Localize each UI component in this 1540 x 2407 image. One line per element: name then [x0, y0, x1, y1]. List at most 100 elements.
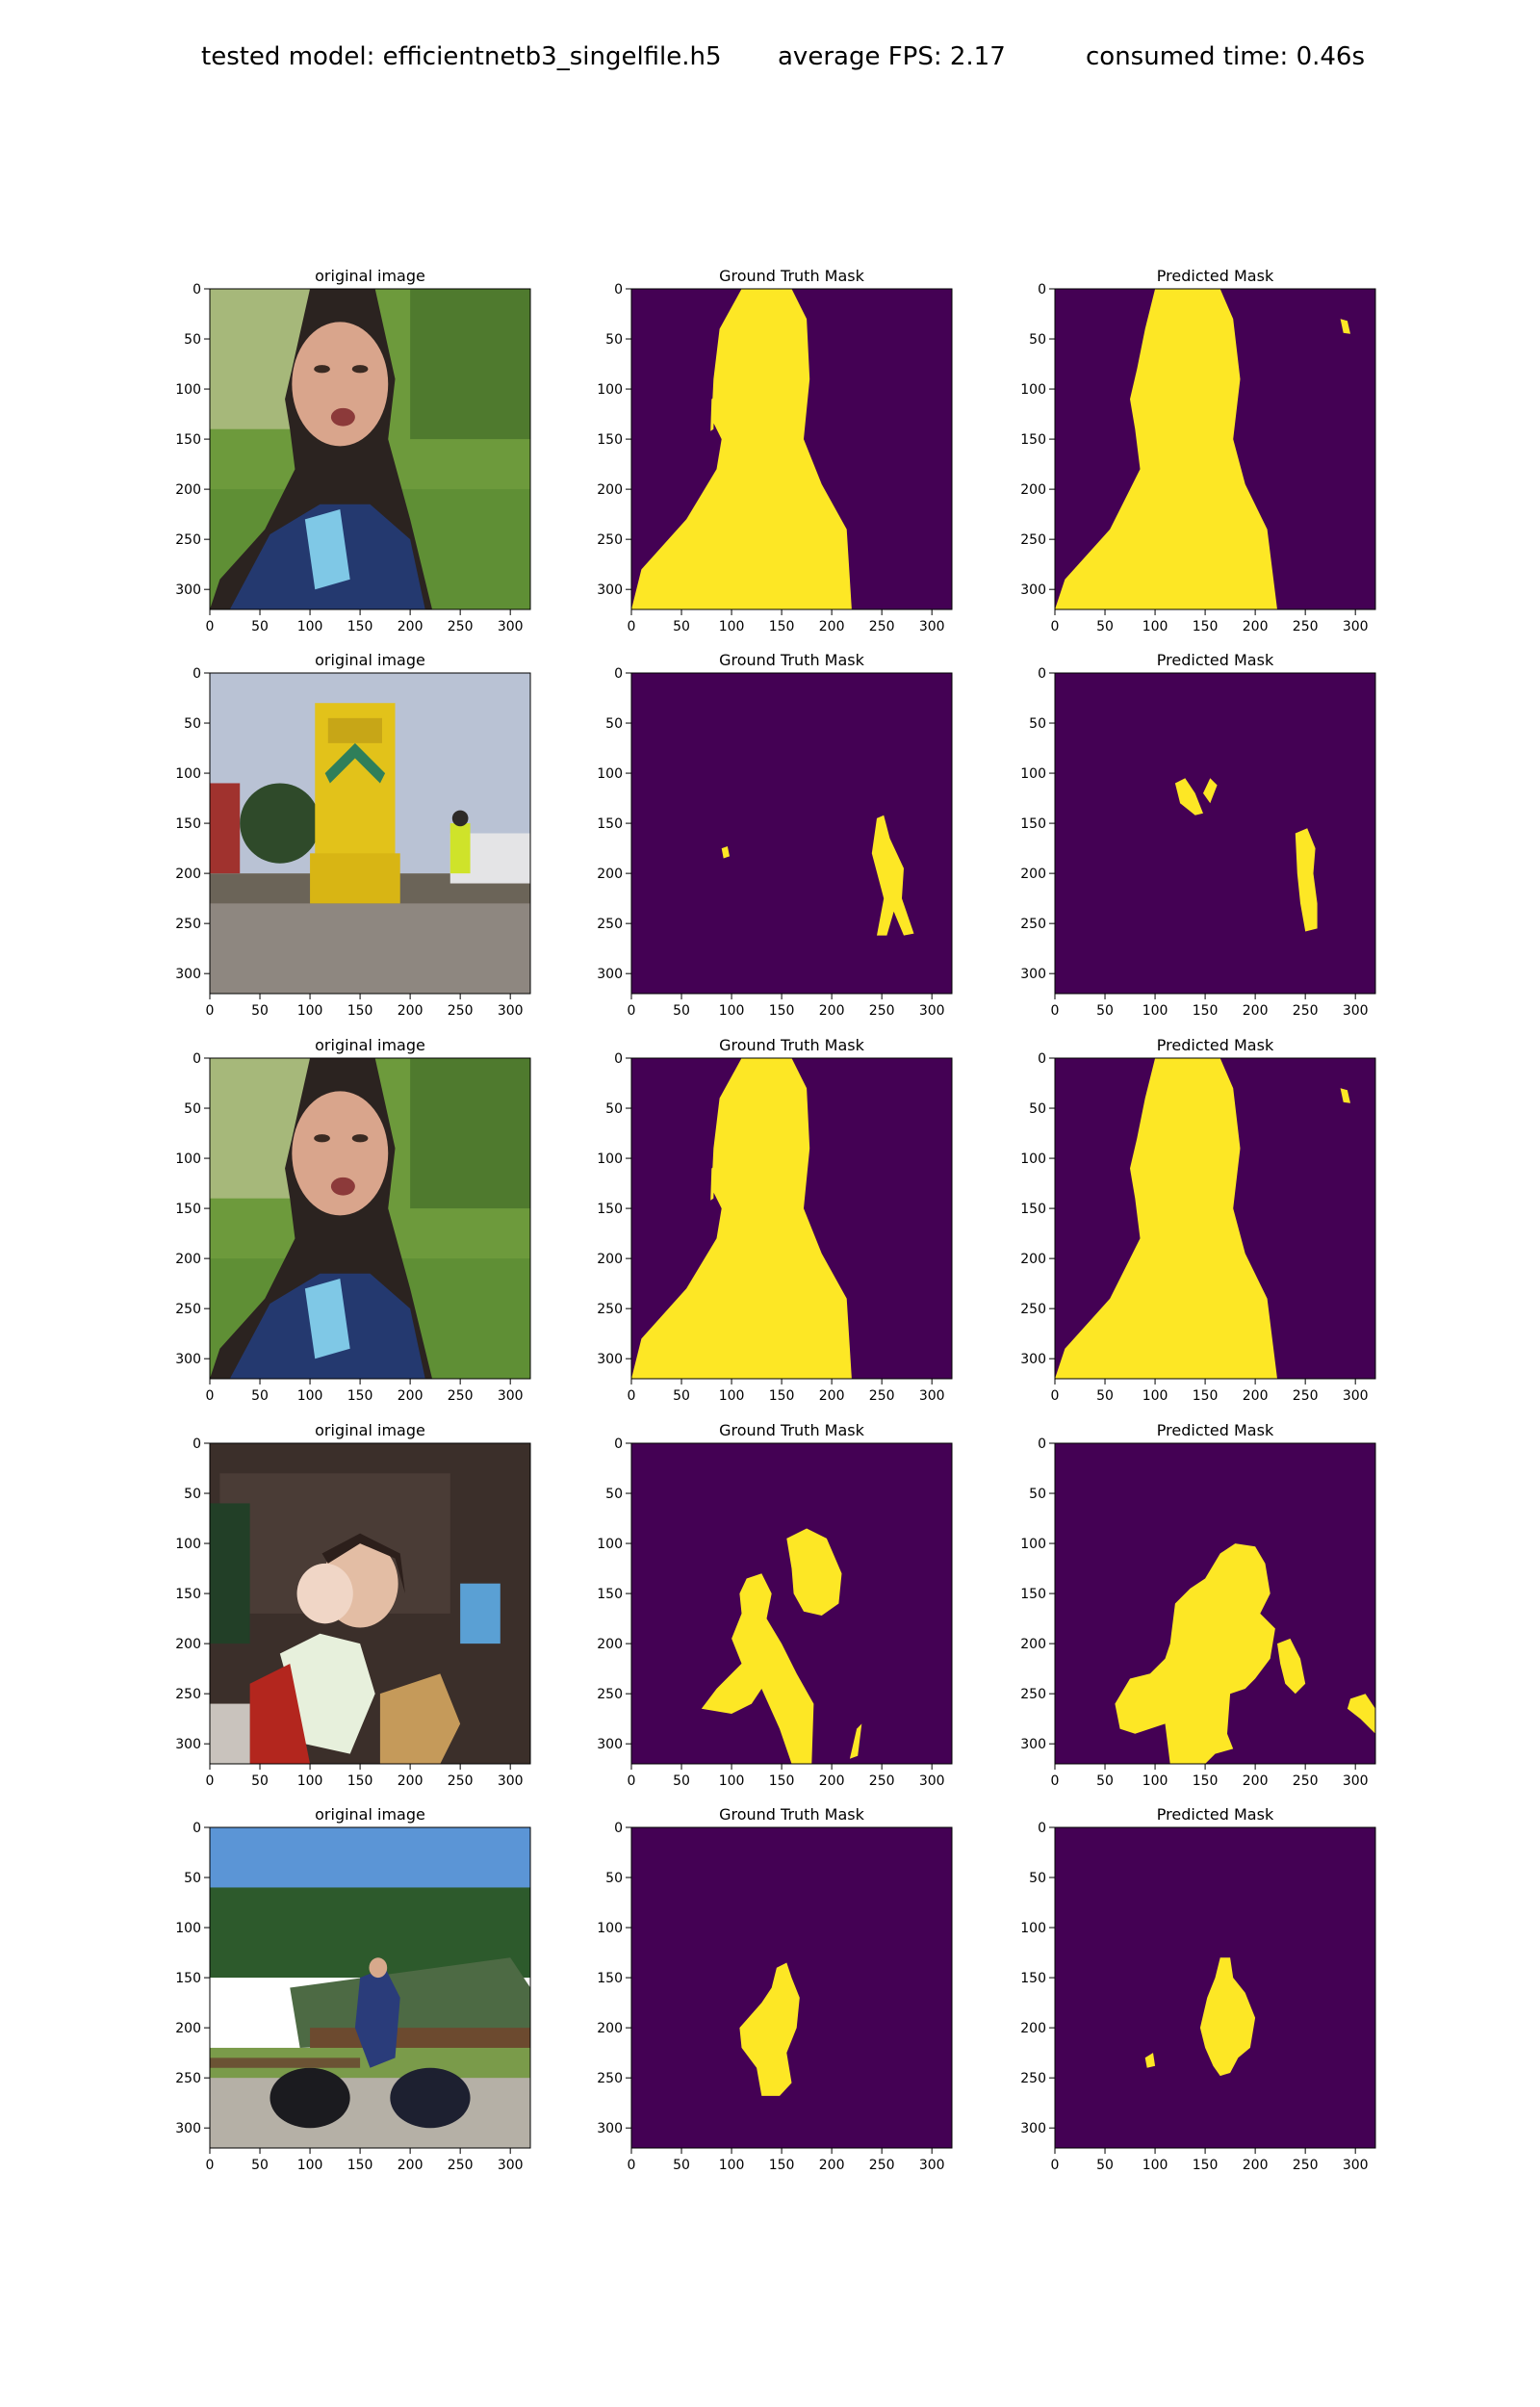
y-tick-label: 0	[192, 1436, 201, 1452]
y-tick-label: 100	[175, 382, 201, 398]
y-tick-label: 0	[614, 666, 623, 682]
photo-head	[451, 810, 469, 827]
photo-roof	[290, 1957, 530, 2048]
panel-frame	[1054, 1057, 1376, 1380]
y-tick-label: 100	[597, 382, 623, 398]
panel-image	[210, 1058, 530, 1379]
panel-r2-c1: original image 0 50 100 150 200 250 300 0 50 100 15…	[175, 651, 531, 1019]
x-tick-label: 100	[719, 619, 745, 634]
x-tick-label: 150	[347, 1773, 373, 1789]
x-tick-label: 150	[769, 1003, 795, 1019]
x-tick-label: 200	[819, 1388, 845, 1404]
panel-image	[210, 289, 530, 609]
pred-mask-region	[1055, 1058, 1277, 1379]
y-tick-label: 300	[597, 582, 623, 598]
x-tick-label: 300	[919, 619, 945, 634]
panel-title: Predicted Mask	[1157, 1421, 1274, 1439]
y-tick-label: 50	[1029, 1487, 1046, 1502]
x-tick-label: 200	[1243, 1388, 1269, 1404]
x-tick-label: 200	[398, 1003, 424, 1019]
y-tick-label: 300	[175, 2121, 201, 2136]
consumed-time-label: consumed time: 0.46s	[1086, 42, 1365, 71]
photo-gravel	[210, 903, 530, 994]
x-tick-label: 0	[1051, 2158, 1060, 2173]
panel-r2-c3: Predicted Mask 0 50 100 150 200 250 300 0 50 100 15…	[1020, 651, 1376, 1019]
y-tick-label: 0	[1038, 666, 1046, 682]
x-tick-label: 50	[1096, 1388, 1114, 1404]
y-tick-label: 300	[1020, 1737, 1046, 1752]
y-tick-label: 0	[614, 282, 623, 298]
y-tick-label: 250	[175, 532, 201, 548]
photo-eye-left	[314, 365, 330, 374]
y-tick-label: 50	[184, 1871, 201, 1886]
x-tick-label: 200	[819, 2158, 845, 2173]
y-tick-label: 200	[597, 482, 623, 498]
y-tick-label: 100	[175, 766, 201, 782]
x-tick-label: 250	[869, 1773, 895, 1789]
x-tick-label: 200	[819, 1773, 845, 1789]
x-tick-label: 200	[398, 619, 424, 634]
panel-title: Predicted Mask	[1157, 651, 1274, 669]
y-tick-label: 300	[1020, 2121, 1046, 2136]
x-tick-label: 150	[1193, 1388, 1219, 1404]
panel-frame	[630, 672, 953, 995]
x-tick-label: 50	[251, 1003, 269, 1019]
photo-foliage-right	[410, 289, 530, 440]
pred-mask-region	[1277, 1638, 1306, 1695]
pred-mask-region	[1340, 1088, 1350, 1103]
x-tick-label: 200	[398, 1388, 424, 1404]
x-tick-label: 150	[769, 1773, 795, 1789]
y-tick-label: 300	[175, 967, 201, 982]
y-tick-label: 50	[605, 716, 623, 732]
mask-background	[1055, 673, 1375, 994]
x-tick-label: 100	[719, 1003, 745, 1019]
y-tick-label: 150	[597, 1971, 623, 1986]
y-tick-label: 250	[597, 532, 623, 548]
panel-r1-c3: Predicted Mask 0 50 100 150 200 250 300 0 50 100 15…	[1020, 267, 1376, 634]
y-tick-label: 50	[605, 332, 623, 348]
gt-mask-region	[710, 397, 715, 431]
x-tick-label: 200	[1243, 2158, 1269, 2173]
photo-eye-left	[314, 1134, 330, 1143]
y-tick-label: 0	[1038, 1051, 1046, 1067]
panel-r5-c3: Predicted Mask 0 50 100 150 200 250 300 0 50 100 15…	[1020, 1805, 1376, 2173]
photo-road	[210, 2078, 530, 2148]
x-tick-label: 0	[628, 1388, 636, 1404]
panel-title: Ground Truth Mask	[719, 1805, 865, 1824]
panel-image	[1055, 1443, 1375, 1764]
y-tick-label: 250	[597, 2071, 623, 2086]
x-tick-label: 50	[673, 619, 690, 634]
y-tick-label: 100	[1020, 1921, 1046, 1936]
y-tick-label: 250	[1020, 1687, 1046, 1702]
panel-image	[631, 1058, 952, 1379]
photo-frame	[310, 853, 400, 904]
y-tick-label: 300	[597, 2121, 623, 2136]
y-tick-label: 0	[1038, 282, 1046, 298]
x-tick-label: 200	[819, 619, 845, 634]
y-tick-label: 200	[597, 1252, 623, 1267]
x-tick-label: 100	[1142, 2158, 1168, 2173]
x-tick-label: 300	[498, 1388, 524, 1404]
panel-image	[1055, 673, 1375, 994]
x-tick-label: 0	[206, 1388, 215, 1404]
panel-frame	[630, 1826, 953, 2149]
y-tick-label: 150	[175, 816, 201, 832]
photo-toy-horse	[379, 1673, 461, 1764]
x-tick-label: 50	[673, 1773, 690, 1789]
x-tick-label: 0	[628, 1003, 636, 1019]
x-tick-label: 150	[769, 1388, 795, 1404]
panel-title: Predicted Mask	[1157, 267, 1274, 285]
gt-mask-region	[710, 1166, 715, 1201]
y-tick-label: 250	[1020, 917, 1046, 932]
panel-title: Predicted Mask	[1157, 1805, 1274, 1824]
x-tick-label: 250	[448, 1773, 474, 1789]
gt-mask-region	[721, 846, 730, 859]
y-tick-label: 300	[175, 582, 201, 598]
y-tick-label: 50	[1029, 1101, 1046, 1117]
photo-stripe	[324, 742, 386, 784]
pred-mask-region	[1144, 2053, 1156, 2068]
panel-r4-c1: original image 0 50 100 150 200 250 300 0 50 100 15…	[175, 1421, 531, 1789]
y-tick-label: 50	[605, 1487, 623, 1502]
panel-frame	[630, 1442, 953, 1765]
x-tick-label: 300	[919, 1773, 945, 1789]
